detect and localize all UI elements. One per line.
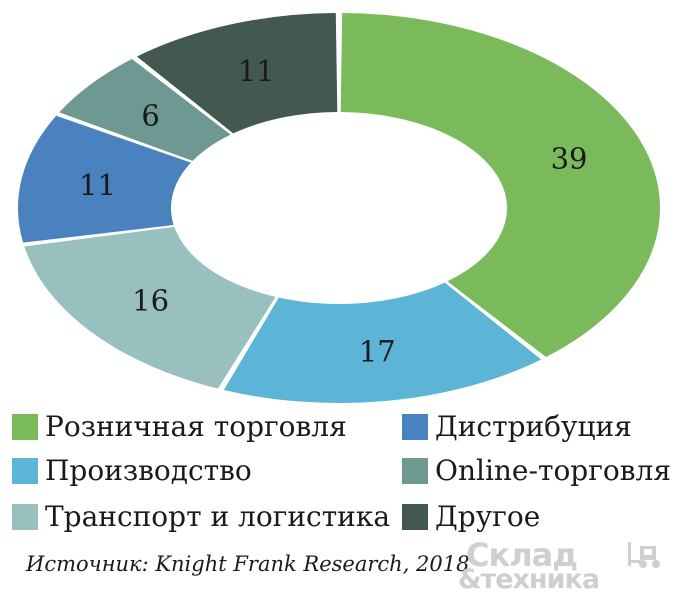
- donut-chart: 39 17 16 11 6 11: [17, 13, 660, 404]
- legend-swatch-distribution: [402, 413, 428, 440]
- legend-label-retail: Розничная торговля: [45, 410, 347, 443]
- legend-item-online-trade: Online-торговля: [402, 454, 671, 487]
- data-label-online-trade: 6: [141, 98, 159, 132]
- slice-other: [136, 13, 338, 134]
- forklift-icon: [628, 542, 660, 568]
- slice-production: [223, 282, 542, 404]
- data-label-transport-logistics: 16: [132, 284, 169, 318]
- data-label-production: 17: [359, 335, 396, 369]
- donut-slices: [17, 13, 660, 404]
- slice-retail: [340, 13, 660, 357]
- slice-distribution: [17, 115, 191, 243]
- legend-label-production: Производство: [45, 454, 252, 487]
- data-label-retail: 39: [551, 142, 588, 176]
- donut-data-labels: 39 17 16 11 6 11: [79, 54, 587, 369]
- legend-swatch-retail: [12, 413, 38, 440]
- legend-label-online-trade: Online-торговля: [435, 454, 671, 487]
- legend-swatch-other: [402, 503, 428, 530]
- logo-text-line1: Склад: [466, 536, 578, 574]
- legend-item-production: Производство: [12, 454, 252, 487]
- legend-item-transport-logistics: Транспорт и логистика: [12, 500, 390, 533]
- data-label-other: 11: [238, 54, 275, 88]
- legend-item-retail: Розничная торговля: [12, 410, 347, 443]
- chart-legend: Розничная торговля Дистрибуция Производс…: [12, 410, 672, 540]
- logo: Склад &техника: [458, 536, 670, 598]
- slice-online-trade: [59, 59, 231, 161]
- legend-swatch-online-trade: [402, 457, 428, 484]
- legend-label-distribution: Дистрибуция: [435, 410, 632, 443]
- legend-label-transport-logistics: Транспорт и логистика: [45, 500, 391, 533]
- logo-text-line2: &техника: [458, 564, 600, 595]
- source-note: Источник: Knight Frank Research, 2018: [26, 552, 470, 576]
- data-label-distribution: 11: [79, 168, 116, 202]
- legend-swatch-production: [12, 457, 38, 484]
- legend-swatch-transport-logistics: [12, 503, 38, 530]
- legend-item-other: Другое: [402, 500, 540, 533]
- slice-transport-logistics: [24, 226, 276, 389]
- legend-label-other: Другое: [435, 500, 541, 533]
- legend-item-distribution: Дистрибуция: [402, 410, 632, 443]
